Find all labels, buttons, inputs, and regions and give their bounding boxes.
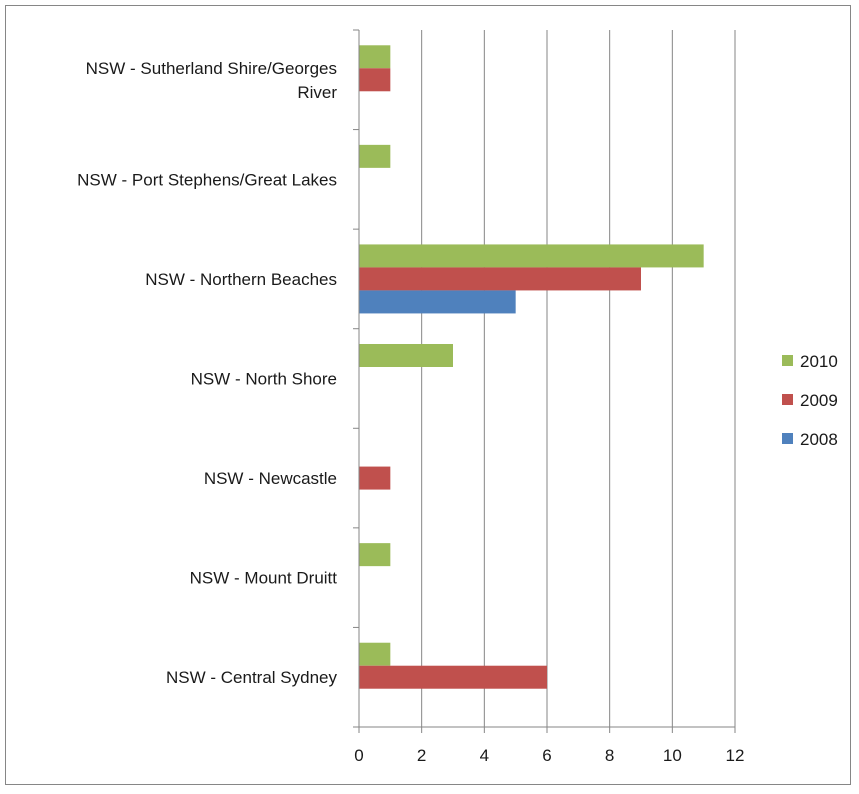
category-label: NSW - Sutherland Shire/Georges River xyxy=(86,59,338,102)
axes xyxy=(353,29,736,733)
legend-label-2010: 2010 xyxy=(800,352,838,371)
bar-2010-0 xyxy=(359,642,391,666)
bar-2009-0 xyxy=(359,665,547,689)
gridlines xyxy=(421,30,736,727)
bar-2009-2 xyxy=(359,466,391,490)
bar-2009-4 xyxy=(359,267,641,291)
category-label: NSW - Northern Beaches xyxy=(145,270,337,289)
x-tick-label-6: 6 xyxy=(542,746,551,765)
category-label: NSW - North Shore xyxy=(191,370,337,389)
legend-swatch-2010 xyxy=(782,355,793,366)
bar-2010-6 xyxy=(359,45,391,69)
x-tick-label-10: 10 xyxy=(663,746,682,765)
category-label: NSW - Port Stephens/Great Lakes xyxy=(77,170,337,189)
x-tick-label-4: 4 xyxy=(480,746,489,765)
legend-label-2009: 2009 xyxy=(800,391,838,410)
tick-labels: 0 2 4 6 8 10 12 xyxy=(354,746,744,765)
chart-frame xyxy=(5,5,851,785)
category-label: NSW - Central Sydney xyxy=(166,668,337,687)
legend-swatch-2008 xyxy=(782,433,793,444)
bar-2010-4 xyxy=(359,244,704,268)
bar-2008-4 xyxy=(359,290,516,314)
category-labels: NSW - Central Sydney NSW - Mount Druitt NS… xyxy=(77,59,337,687)
bars xyxy=(359,45,704,689)
category-label: NSW - Newcastle xyxy=(204,469,337,488)
bar-2010-5 xyxy=(359,144,391,168)
category-label: NSW - Mount Druitt xyxy=(190,569,338,588)
legend-swatch-2009 xyxy=(782,394,793,405)
bar-2009-6 xyxy=(359,68,391,92)
legend-label-2008: 2008 xyxy=(800,430,838,449)
x-tick-label-12: 12 xyxy=(726,746,745,765)
legend: 2010 2009 2008 xyxy=(782,352,838,449)
x-tick-label-2: 2 xyxy=(417,746,426,765)
x-tick-label-8: 8 xyxy=(605,746,614,765)
bar-2010-1 xyxy=(359,543,391,567)
bar-2010-3 xyxy=(359,344,453,367)
x-tick-label-0: 0 xyxy=(354,746,363,765)
